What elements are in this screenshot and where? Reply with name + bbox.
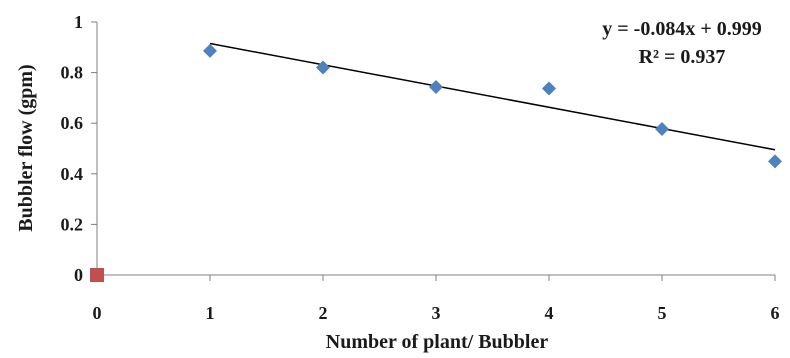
x-tick-label: 3 bbox=[432, 303, 441, 323]
trendline-group bbox=[209, 42, 776, 151]
data-point-square bbox=[90, 268, 104, 282]
data-point-diamond bbox=[429, 80, 443, 95]
data-point-diamond bbox=[655, 122, 669, 137]
axes bbox=[91, 21, 776, 281]
x-tick-label: 4 bbox=[545, 303, 554, 323]
x-tick-label: 5 bbox=[658, 303, 667, 323]
data-point-diamond bbox=[542, 81, 556, 96]
y-tick-label: 0.6 bbox=[61, 113, 84, 133]
data-point-diamond bbox=[768, 154, 782, 169]
y-tick-label: 0.8 bbox=[61, 63, 84, 83]
data-points bbox=[90, 43, 782, 282]
x-tick-labels: 0 1 2 3 4 5 6 bbox=[93, 303, 780, 323]
x-tick-label: 0 bbox=[93, 303, 102, 323]
x-tick-label: 6 bbox=[771, 303, 780, 323]
data-point-diamond bbox=[203, 43, 217, 58]
trendline-equation: y = -0.084x + 0.999 bbox=[602, 18, 761, 40]
x-tick-label: 1 bbox=[206, 303, 215, 323]
x-tick-label: 2 bbox=[319, 303, 328, 323]
y-tick-label: 0 bbox=[74, 265, 83, 285]
trendline bbox=[209, 42, 776, 151]
y-tick-labels: 0 0.2 0.4 0.6 0.8 1 bbox=[61, 12, 84, 285]
y-tick-label: 0.2 bbox=[61, 214, 84, 234]
x-axis-title: Number of plant/ Bubbler bbox=[326, 331, 549, 353]
trendline-r-squared: R² = 0.937 bbox=[639, 46, 726, 68]
y-tick-label: 0.4 bbox=[61, 164, 84, 184]
y-axis-title: Bubbler flow (gpm) bbox=[15, 64, 37, 231]
data-point-diamond bbox=[316, 60, 330, 75]
y-tick-label: 1 bbox=[74, 12, 83, 32]
